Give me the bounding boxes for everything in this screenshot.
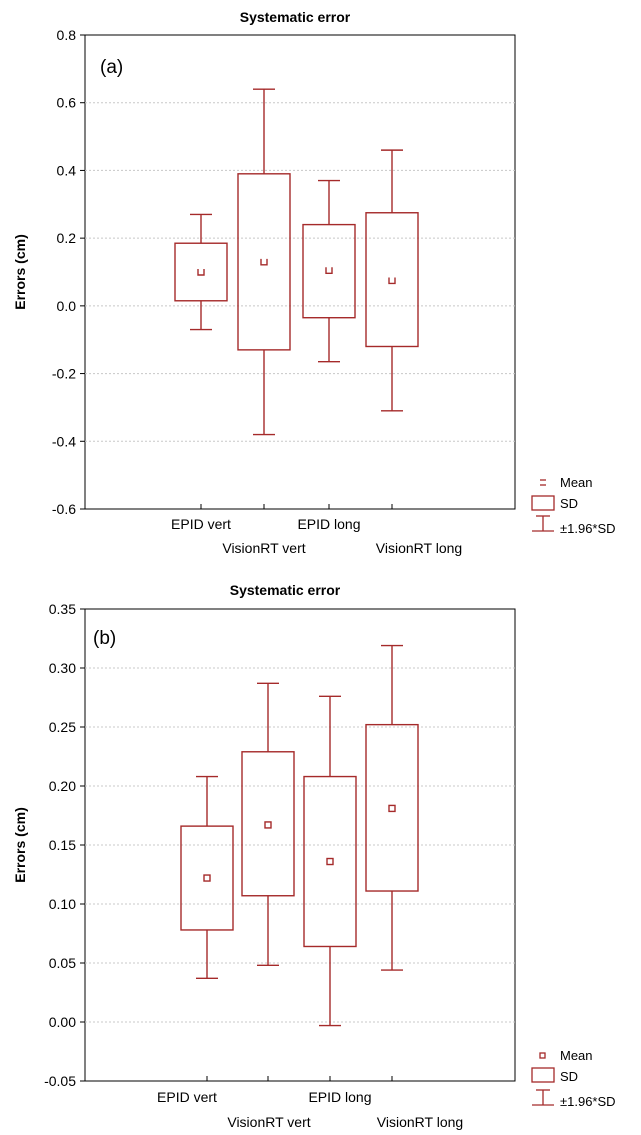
chart-title-a: Systematic error: [240, 9, 351, 25]
category-label-a-3: VisionRT long: [376, 540, 462, 556]
legend-ci-label-a: ±1.96*SD: [560, 521, 616, 536]
y-tick-label-b-6: 0.05: [49, 955, 76, 971]
mean-marker-b-2: [326, 857, 334, 866]
y-tick-label-a-7: -0.6: [52, 501, 76, 517]
y-tick-label-a-3: 0.2: [57, 230, 77, 246]
chart-panel-a: Systematic error 0.8 0.6 0.4 0.2 0.0 -0.2 -0.4…: [12, 9, 616, 556]
category-label-b-2: EPID long: [308, 1089, 371, 1105]
mean-marker-b-1: [264, 821, 272, 829]
category-label-b-1: VisionRT vert: [227, 1114, 310, 1130]
legend-ci-icon-b: [532, 1089, 554, 1106]
y-tick-label-b-2: 0.25: [49, 719, 76, 735]
y-tick-label-b-7: 0.00: [49, 1014, 76, 1030]
y-tick-label-a-2: 0.4: [57, 162, 77, 178]
y-axis-label-a: Errors (cm): [12, 234, 28, 309]
y-tick-label-b-5: 0.10: [49, 896, 76, 912]
sd-box-a-1: [237, 173, 291, 351]
y-tick-label-b-4: 0.15: [49, 837, 76, 853]
y-axis-label-b: Errors (cm): [12, 807, 28, 882]
y-tick-label-a-6: -0.4: [52, 433, 76, 449]
mean-marker-b-0: [203, 874, 211, 882]
legend-mean-label-b: Mean: [560, 1048, 593, 1063]
y-axis-ticks-a: 0.8 0.6 0.4 0.2 0.0 -0.2 -0.4 -0.6: [52, 27, 393, 517]
boxes-a: [174, 88, 419, 436]
legend-sd-icon-a: [531, 495, 555, 511]
boxes-b: [180, 644, 419, 1027]
legend-mean-label-a: Mean: [560, 475, 593, 490]
mean-marker-a-2: [325, 267, 333, 275]
legend-b: Mean SD ±1.96*SD: [531, 1048, 616, 1109]
y-tick-label-b-0: 0.35: [49, 601, 76, 617]
y-tick-label-b-1: 0.30: [49, 660, 76, 676]
plot-frame-a: [84, 34, 516, 510]
mean-marker-a-0: [197, 269, 205, 276]
panel-label-a: (a): [100, 57, 123, 78]
category-label-b-0: EPID vert: [157, 1089, 217, 1105]
sd-box-b-0: [180, 825, 234, 931]
y-tick-label-b-8: -0.05: [44, 1073, 76, 1089]
legend-mean-icon-a: [540, 479, 546, 486]
y-tick-label-a-1: 0.6: [57, 95, 77, 111]
mean-marker-a-1: [260, 258, 268, 266]
legend-ci-label-b: ±1.96*SD: [560, 1094, 616, 1109]
y-tick-label-a-0: 0.8: [57, 27, 77, 43]
sd-box-a-3: [365, 212, 419, 348]
y-tick-label-a-5: -0.2: [52, 366, 76, 382]
grid-a: [85, 102, 515, 442]
legend-a: Mean SD ±1.96*SD: [531, 475, 616, 536]
mean-marker-b-3: [388, 804, 396, 813]
mean-marker-a-3: [388, 277, 396, 285]
legend-sd-label-a: SD: [560, 496, 578, 511]
chart-title-b: Systematic error: [230, 582, 341, 598]
y-tick-label-a-4: 0.0: [57, 298, 77, 314]
grid-b: [85, 667, 515, 1023]
legend-sd-label-b: SD: [560, 1069, 578, 1084]
legend-mean-icon-b: [539, 1052, 546, 1059]
category-label-a-1: VisionRT vert: [222, 540, 305, 556]
y-axis-ticks-b: 0.35 0.30 0.25 0.20 0.15 0.10 0.05 0.00 -0.05: [44, 601, 393, 1089]
sd-box-b-2: [303, 775, 357, 948]
legend-ci-icon-a: [532, 515, 554, 532]
sd-box-b-1: [241, 751, 295, 897]
chart-panel-b: Systematic error 0.35 0.30 0.25 0.20 0.15 0.1…: [12, 582, 616, 1130]
category-label-a-0: EPID vert: [171, 516, 231, 532]
y-tick-label-b-3: 0.20: [49, 778, 76, 794]
panel-label-b: (b): [93, 628, 116, 649]
sd-box-a-0: [174, 242, 228, 302]
category-label-b-3: VisionRT long: [377, 1114, 463, 1130]
legend-sd-icon-b: [531, 1067, 555, 1083]
category-label-a-2: EPID long: [297, 516, 360, 532]
sd-box-b-3: [365, 723, 419, 892]
